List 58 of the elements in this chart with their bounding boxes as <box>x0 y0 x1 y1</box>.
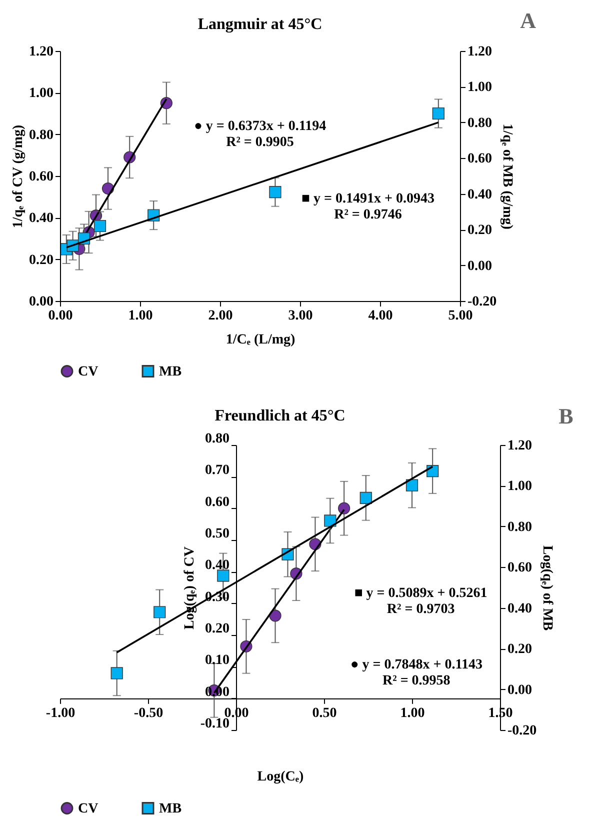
y2-tick-label: 0.80 <box>508 520 532 535</box>
x-tick-label: 0.50 <box>312 706 337 721</box>
x-tick-label: -1.00 <box>46 706 76 721</box>
y-tick-label: 0.40 <box>29 211 54 226</box>
y-tick-label: 1.00 <box>29 86 54 102</box>
annotation: ● y = 0.6373x + 0.1194 R² = 0.9905 <box>194 119 326 150</box>
y-tick-label: 0.60 <box>205 494 230 510</box>
y-tick-label: 0.00 <box>29 294 54 310</box>
annotation: ■ y = 0.1491x + 0.0943 R² = 0.9746 <box>302 192 434 222</box>
y2-tick-label: 1.20 <box>508 438 532 454</box>
text: B <box>558 404 574 428</box>
x-tick-label: 4.00 <box>368 308 393 324</box>
y-tick-label: 0.10 <box>205 653 230 668</box>
y2-tick-label: 0.40 <box>468 187 492 202</box>
y2-tick-label: 0.40 <box>508 601 532 616</box>
legend-label: CV <box>78 801 98 816</box>
y-tick-label: 0.50 <box>205 526 230 542</box>
x-axis-title: Log(Cₑ) <box>257 770 304 784</box>
y2-tick-label: -0.20 <box>468 294 497 310</box>
chart-title: Langmuir at 45°C <box>198 16 322 33</box>
y2-tick-label: 1.00 <box>468 80 492 96</box>
chart-title: Freundlich at 45°C <box>214 408 346 424</box>
x-axis-title: 1/Cₑ (L/mg) <box>226 332 296 348</box>
y2-tick-label: -0.20 <box>508 724 537 738</box>
y-axis-title: 1/qₑ of CV (g/mg) <box>11 124 26 228</box>
legend-label: MB <box>159 364 182 380</box>
y-tick-label: -0.10 <box>200 716 230 732</box>
x-tick-label: 0.00 <box>48 308 73 324</box>
y-tick-label: 0.80 <box>29 128 54 143</box>
x-tick-label: 5.00 <box>448 308 473 324</box>
y2-tick-label: 0.20 <box>508 642 532 658</box>
y-tick-label: 0.80 <box>205 432 230 446</box>
annotation: ■ y = 0.5089x + 0.5261 R² = 0.9703 <box>354 586 488 618</box>
x-tick-label: 1.00 <box>128 308 153 324</box>
x-tick-label: 3.00 <box>288 308 313 324</box>
x-tick-label: 1.00 <box>400 706 425 721</box>
y-axis-title: Log(qₑ) of CV <box>182 546 198 630</box>
y-tick-label: 1.20 <box>29 44 54 60</box>
y-tick-label: 0.60 <box>29 170 54 184</box>
y2-tick-label: 0.00 <box>508 682 532 698</box>
y-tick-label: 0.20 <box>205 622 230 636</box>
y2-tick-label: 0.20 <box>468 223 492 238</box>
y2-tick-label: 0.80 <box>468 116 492 131</box>
y2-tick-label: 0.00 <box>468 258 492 274</box>
legend-label: CV <box>78 364 98 380</box>
y2-tick-label: 1.20 <box>468 44 492 60</box>
text: A <box>520 8 536 33</box>
y2-tick-label: 0.60 <box>508 560 532 576</box>
x-tick-label: -0.50 <box>134 706 164 721</box>
x-tick-label: 2.00 <box>208 308 233 324</box>
legend-label: MB <box>159 801 182 816</box>
y-tick-label: 0.70 <box>205 463 230 478</box>
y2-tick-label: 1.00 <box>508 479 532 494</box>
y2-axis-title: Log(qₑ) of MB <box>540 545 555 631</box>
y-tick-label: 0.20 <box>29 252 54 268</box>
y2-tick-label: 0.60 <box>468 152 492 167</box>
annotation: ● y = 0.7848x + 0.1143 R² = 0.9958 <box>350 657 482 688</box>
y2-axis-title: 1/qₑ of MB (g/mg) <box>500 124 515 230</box>
